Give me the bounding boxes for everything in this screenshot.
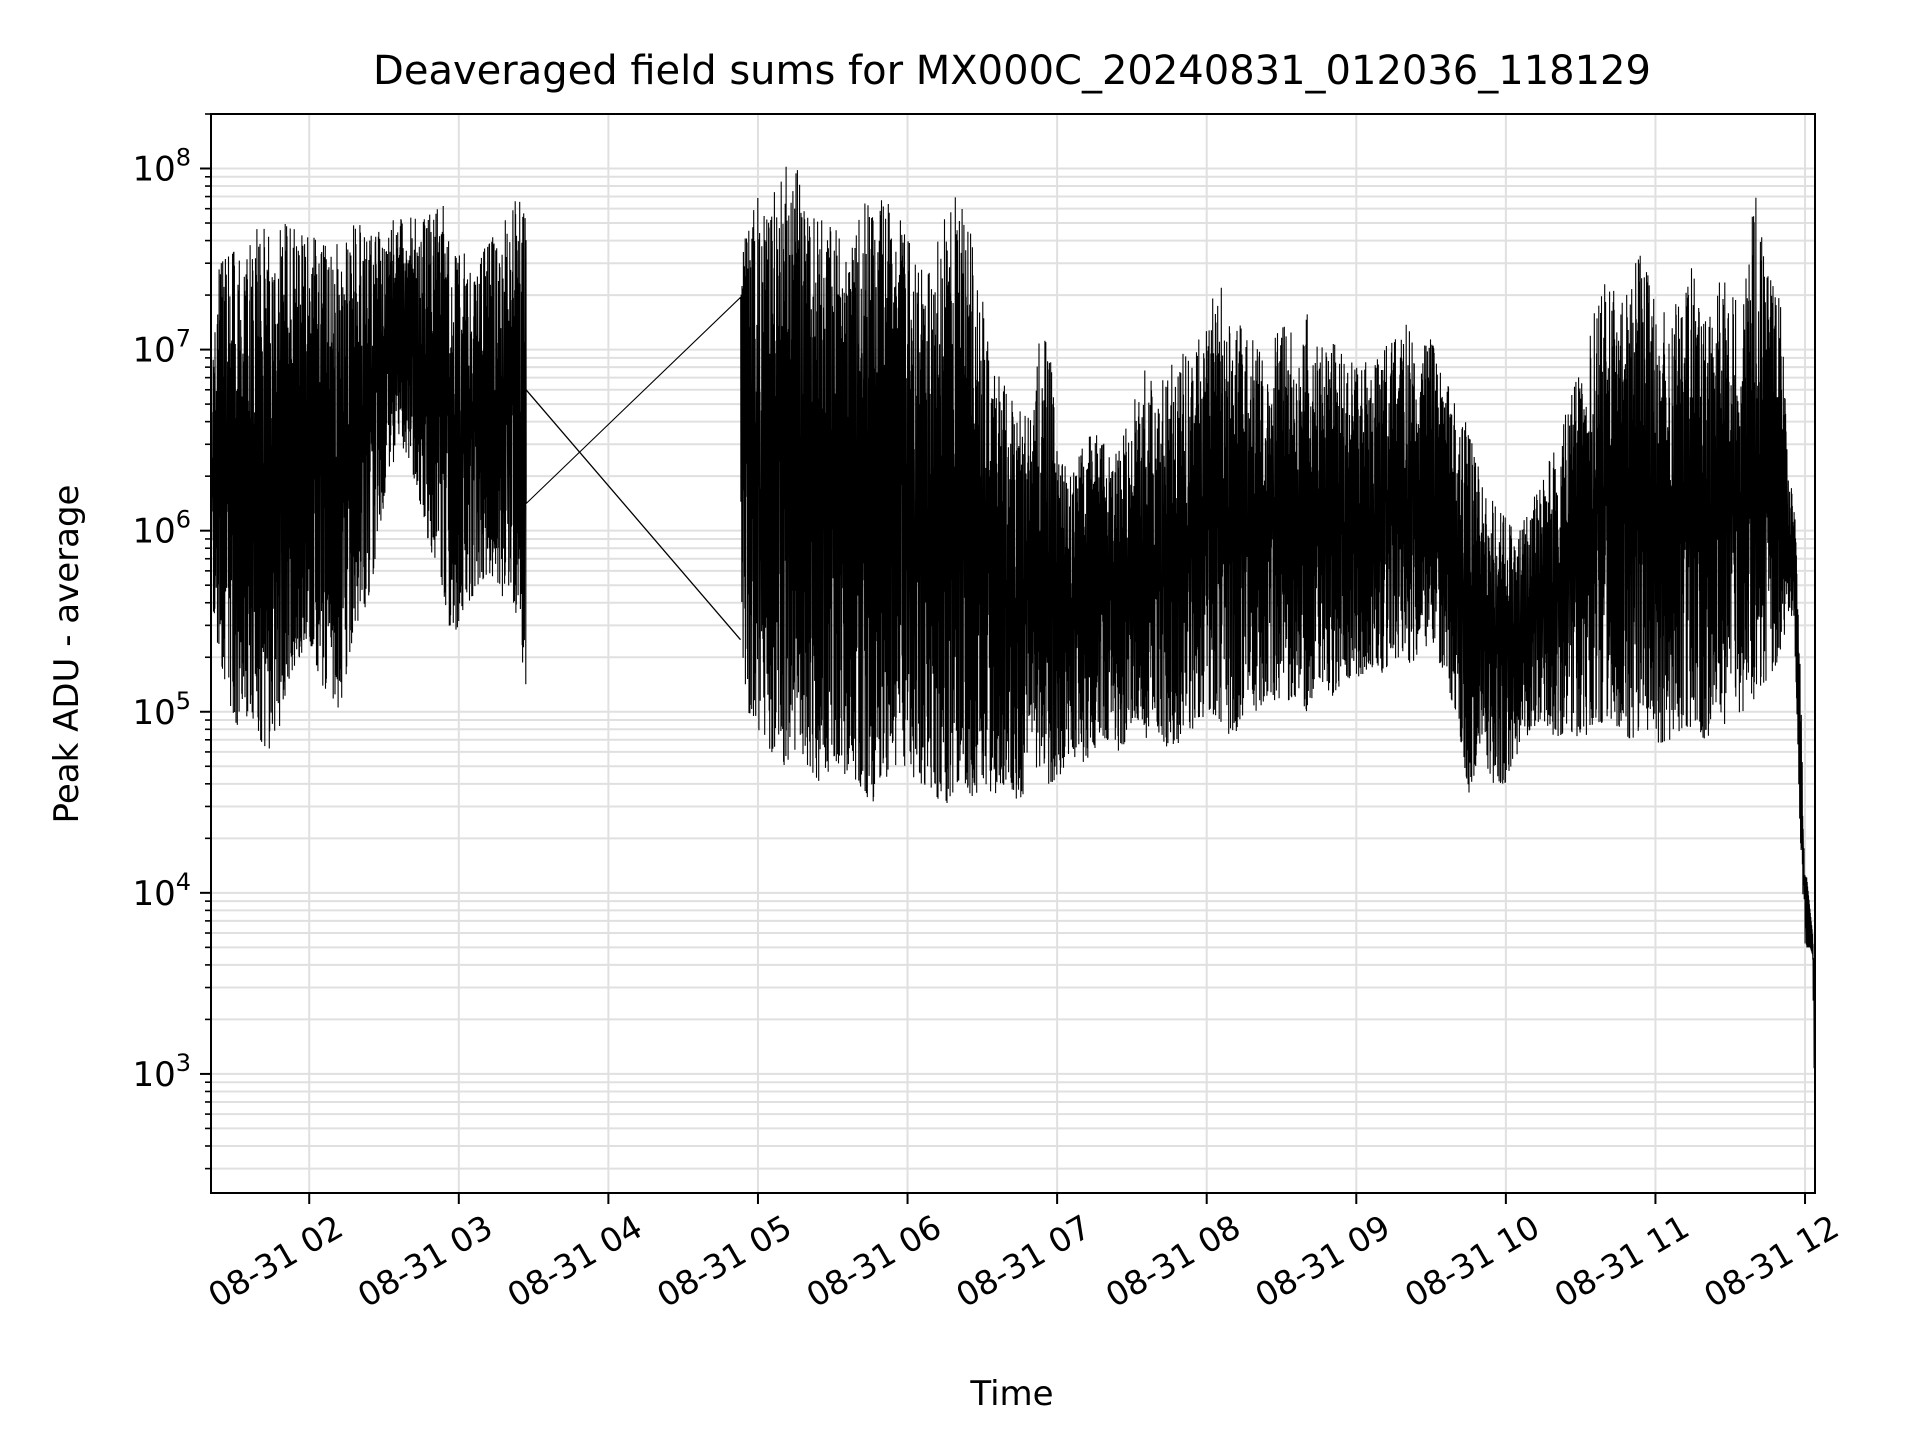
y-tick-label: 106 — [132, 506, 191, 552]
y-axis-label: Peak ADU - average — [47, 485, 87, 824]
plot-frame — [210, 113, 1816, 1194]
chart-title: Deaveraged field sums for MX000C_2024083… — [373, 48, 1651, 94]
x-axis-label: Time — [969, 1374, 1053, 1414]
y-tick-label: 104 — [132, 868, 191, 914]
series-layer — [210, 166, 1816, 1096]
y-tick-label: 108 — [132, 144, 191, 190]
y-tick-label: 105 — [132, 687, 191, 733]
y-tick-label: 107 — [132, 325, 191, 371]
series-gap-segment — [525, 389, 741, 641]
y-tick-label: 103 — [132, 1049, 191, 1095]
series-line — [210, 166, 1816, 1096]
